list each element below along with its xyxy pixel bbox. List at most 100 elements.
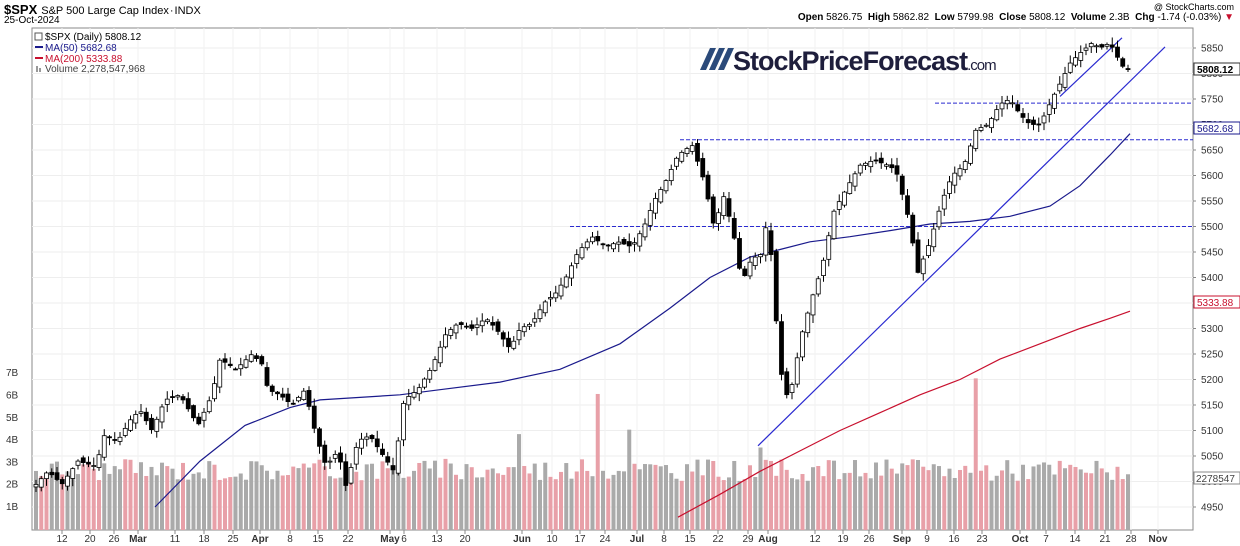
volume-axis: 1B 2B 3B 4B 5B 6B 7B [6,368,19,513]
candle-body [254,355,259,359]
candle-body [458,322,464,325]
candles [33,37,1131,492]
volume-bar [879,475,884,530]
volume-bar [91,468,96,530]
candle-body [343,461,349,486]
volume-bar [380,461,385,530]
volume-bar [952,477,957,530]
candle-body [101,435,107,458]
low-value: 5799.98 [957,12,994,23]
candle-body [894,165,900,175]
candle-body [1062,73,1068,88]
candle-body [443,334,448,348]
candle-body [936,210,942,228]
candle-body [968,145,973,164]
candle-body [416,387,422,395]
candle-body [527,324,532,327]
ma50-badge: 5682.68 [1193,121,1240,135]
volume-bar [464,464,469,530]
volume-tick-label: 5B [6,413,19,424]
candle-body [65,475,70,487]
volume-badge: 2278547 [1193,471,1240,485]
candle-body [1104,44,1110,47]
candle-body [138,411,144,414]
candle-body [212,383,217,400]
volume-bar [280,475,285,530]
volume-bar [784,469,789,530]
candle-body [1073,57,1078,66]
candle-body [941,194,947,210]
volume-bar [349,467,353,530]
volume-bar [223,478,227,530]
candle-body [385,456,391,463]
candle-body [978,127,984,131]
candle-body [495,321,501,332]
volume-bars [34,378,1130,530]
svg-text:5333.88: 5333.88 [1197,298,1234,309]
volume-bar [905,465,910,530]
candle-body [54,472,60,480]
volume-bar [800,474,805,530]
volume-bar [1052,474,1057,530]
volume-bar [1073,466,1078,530]
date-tick-label: 28 [1125,534,1137,545]
volume-bar [931,464,936,530]
candle-body [1115,46,1120,58]
candle-body [511,340,517,349]
candle-body [621,239,627,245]
volume-bar [301,463,306,530]
candle-body [411,392,417,398]
date-tick-label: 16 [948,534,960,545]
candle-body [170,396,175,398]
volume-bar [564,463,569,530]
svg-text:2278547: 2278547 [1196,474,1235,485]
candle-body [159,406,165,423]
candle-body [485,319,490,323]
volume-bar [133,472,138,530]
candle-body [380,448,385,455]
volume-bar [947,468,952,530]
last-price-badge: 5808.12 [1193,62,1240,76]
date-tick-label: 15 [312,534,324,545]
candle-body [878,157,884,164]
date-tick-label: 22 [712,534,724,545]
candle-body [175,395,181,398]
candle-body [164,398,170,405]
grid [32,28,1193,530]
candle-body [112,439,118,441]
volume-bar [926,470,931,530]
candle-body [889,164,895,169]
candle-body [600,243,606,246]
candle-body [1010,102,1015,105]
date-tick-label: 25 [227,534,239,545]
candle-body [668,169,674,182]
volume-bar [968,472,973,530]
candle-body [154,418,160,432]
volume-bar [585,470,590,530]
volume-bar [837,479,842,530]
volume-bar [580,459,584,530]
volume-bar [643,464,647,530]
volume-bar [1047,464,1052,530]
legend-ma200: MA(200) 5333.88 [45,54,123,65]
candle-body [107,436,112,439]
plot-area [31,27,1194,531]
candle-body [374,438,380,448]
volume-bar [1042,462,1046,530]
candle-body [574,254,580,264]
volume-bar [574,471,579,530]
candle-body [75,460,81,466]
candle-body [317,428,322,447]
volume-bar [816,466,821,530]
price-tick-label: 5400 [1201,273,1224,284]
volume-bar [973,378,978,530]
volume-bar [1000,470,1004,530]
volume-bar [39,476,44,530]
copyright: @ StockCharts.com [1153,2,1234,12]
volume-bar [44,477,49,530]
candle-body [91,465,97,467]
candle-body [962,161,968,170]
volume-bar [910,459,915,530]
volume-bar [296,468,301,530]
